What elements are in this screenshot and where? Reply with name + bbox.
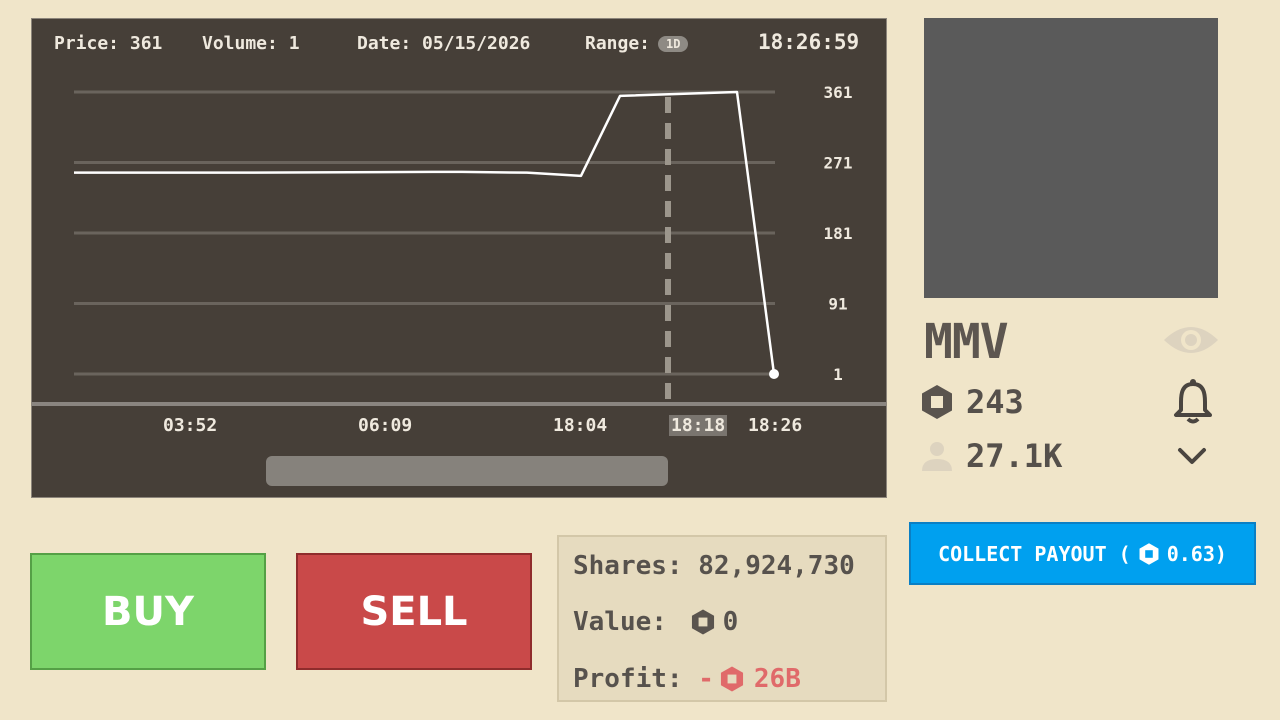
profit-amount: 26B [753, 664, 801, 694]
value-line: Value: 0 [573, 607, 738, 637]
buy-button[interactable]: BUY [30, 553, 266, 670]
y-tick-label: 91 [828, 295, 847, 314]
range-label: Range: [585, 33, 651, 54]
collect-amount: 0.63) [1166, 541, 1227, 566]
clock-readout: 18:26:59 [758, 30, 860, 54]
y-tick-label: 271 [824, 154, 853, 173]
chart-divider [32, 402, 886, 406]
profit-line: Profit: - 26B [573, 664, 801, 694]
chevron-down-icon[interactable] [1176, 445, 1208, 467]
coin-count: 243 [966, 383, 1024, 421]
shares-line: Shares: 82,924,730 [573, 551, 855, 581]
x-tick-label: 18:26 [748, 415, 803, 436]
current-price-point [769, 369, 779, 379]
shares-value: 82,924,730 [698, 551, 855, 581]
value-label: Value: [573, 607, 667, 637]
stock-thumbnail [924, 18, 1218, 298]
price-line [74, 90, 776, 375]
x-tick-label: 18:04 [553, 415, 608, 436]
coin-icon [720, 666, 743, 692]
price-readout: Price: 361 [54, 33, 163, 54]
range-selector[interactable]: Range: 1D [585, 33, 689, 54]
profit-label: Profit: [573, 664, 683, 694]
follower-count: 27.1K [966, 437, 1063, 475]
holdings-panel: Shares: 82,924,730 Value: 0 Profit: - 26… [557, 535, 887, 702]
coin-icon [1139, 542, 1159, 565]
collect-payout-button[interactable]: COLLECT PAYOUT ( 0.63) [909, 522, 1256, 585]
x-tick-label: 18:18 [669, 415, 728, 436]
coin-icon [922, 385, 952, 419]
coin-stat: 243 [918, 383, 1024, 421]
eye-icon[interactable] [1162, 320, 1220, 360]
line-chart: 361 271 181 91 1 [74, 83, 853, 402]
chart-scrollbar[interactable] [266, 456, 668, 486]
profit-sign: - [698, 664, 714, 694]
shares-label: Shares: [573, 551, 683, 581]
range-badge[interactable]: 1D [658, 36, 689, 52]
date-readout: Date: 05/15/2026 [357, 33, 531, 54]
y-tick-label: 361 [824, 83, 853, 102]
collect-label: COLLECT PAYOUT ( [938, 541, 1131, 566]
bell-icon[interactable] [1172, 378, 1214, 424]
user-icon [922, 442, 952, 471]
volume-readout: Volume: 1 [202, 33, 300, 54]
follower-stat: 27.1K [918, 437, 1062, 475]
coin-icon [691, 609, 714, 635]
x-tick-label: 03:52 [163, 415, 218, 436]
y-tick-label: 1 [833, 365, 843, 384]
price-chart-panel: Price: 361 Volume: 1 Date: 05/15/2026 Ra… [31, 18, 887, 498]
value-amount: 0 [722, 607, 739, 637]
stock-ticker: MMV [924, 314, 1009, 370]
x-tick-label: 06:09 [358, 415, 413, 436]
y-tick-label: 181 [824, 224, 853, 243]
sell-button[interactable]: SELL [296, 553, 532, 670]
